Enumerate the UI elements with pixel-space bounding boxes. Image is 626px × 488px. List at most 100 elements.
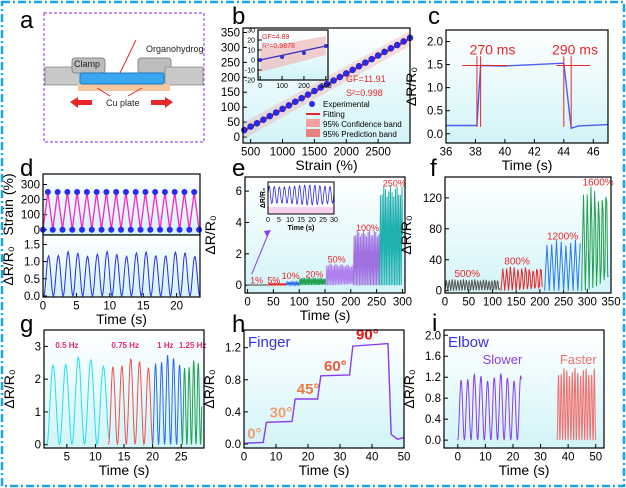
experimental-point xyxy=(330,77,337,84)
x-tick-label: 50 xyxy=(398,452,411,464)
inset-x-tick-label: 0 xyxy=(266,217,270,224)
y-tick-label: -20 xyxy=(245,77,255,84)
y-tick-label: 0.8 xyxy=(225,375,241,387)
annotation: 1200% xyxy=(547,232,578,243)
experimental-point xyxy=(381,48,388,56)
annotation: GF=4.89 xyxy=(262,34,290,41)
x-tick-label: 10 xyxy=(479,452,492,464)
x-tick-label: 46 xyxy=(587,147,600,159)
experimental-point xyxy=(266,112,274,120)
strain-marker xyxy=(181,189,188,196)
annotation: 500% xyxy=(454,269,480,280)
segment-trace-0.5 Hz xyxy=(46,356,110,447)
x-tick-label: 20 xyxy=(170,301,183,313)
x-tick-label: 44 xyxy=(557,147,570,159)
x-tick-label: 40 xyxy=(562,452,575,464)
legend-entry: 95% Confidence band xyxy=(323,120,402,129)
segment-trace-100% xyxy=(352,230,381,286)
y-tick-label: 80 xyxy=(429,224,442,236)
segment-trace-5% xyxy=(267,282,287,287)
y-tick-label: 250 xyxy=(221,57,240,69)
angle-label: 0° xyxy=(247,425,261,442)
strain-marker xyxy=(166,226,173,233)
x-tick-label: 300 xyxy=(578,297,597,309)
y-tick-label: 1.0 xyxy=(427,83,443,95)
x-tick-label: 38 xyxy=(469,147,482,159)
y-axis-label: ΔR/R₀ xyxy=(403,67,419,106)
x-tick-label: 0 xyxy=(442,297,448,309)
y-tick-label: 0 xyxy=(35,440,41,452)
experimental-point xyxy=(336,73,344,81)
strain-marker xyxy=(49,226,56,233)
annotation: 50% xyxy=(328,254,346,264)
strain-marker xyxy=(152,189,159,196)
x-tick-label: 30 xyxy=(534,452,547,464)
y-tick-label: 20 xyxy=(247,37,255,44)
experimental-point xyxy=(323,80,331,88)
strain-marker xyxy=(186,226,193,233)
inset-x-label: Time (s) xyxy=(288,225,315,232)
x-tick-label: 2000 xyxy=(333,147,359,159)
x-tick-label: 25 xyxy=(175,452,188,464)
x-tick-label: 10 xyxy=(270,452,283,464)
y-axis-label: Strain (%) xyxy=(0,173,16,235)
x-tick-label: 50 xyxy=(462,297,475,309)
annotation: S²=0.998 xyxy=(346,88,383,98)
organohydrogel-label: Organohydrogel xyxy=(146,44,211,54)
experimental-point xyxy=(400,38,407,45)
plot-frame xyxy=(244,176,406,294)
x-tick-label: 20 xyxy=(302,452,315,464)
y-tick-label: 1.2 xyxy=(225,343,241,355)
plot-frame xyxy=(257,29,329,81)
inset-point xyxy=(323,44,328,48)
x-tick-label: 40 xyxy=(366,452,379,464)
x-tick-label: 150 xyxy=(315,297,334,309)
annotation: Slower xyxy=(483,352,523,367)
organohydrogel-pointer xyxy=(119,39,137,74)
chart-d_bottom: 0.0 0.5 1.0 1.5 0 5 10 15 20 Time (s) ΔR/R₀ xyxy=(0,234,201,327)
x-tick-label: 200 xyxy=(530,297,549,309)
y-tick-label: 3 xyxy=(35,341,41,353)
experimental-point xyxy=(374,52,382,59)
y-tick-label: 2.0 xyxy=(425,330,441,342)
response-line xyxy=(446,62,609,130)
x-tick-label: 20 xyxy=(146,452,159,464)
inset-band xyxy=(260,36,326,72)
x-tick-label: 100 xyxy=(290,297,309,309)
legend-marker-prediction xyxy=(306,129,320,137)
y-axis-label: ΔR/R₀ xyxy=(398,215,414,254)
x-tick-label: 2500 xyxy=(365,147,391,159)
chart-h: 0.0 0.4 0.8 1.2 0 10 20 30 40 50 Time (s) ΔR/R₀ 0° 30… xyxy=(201,327,410,478)
strain-marker xyxy=(132,189,139,196)
x-tick-label: 0 xyxy=(455,452,461,464)
x-tick-label: 350 xyxy=(601,297,620,309)
y-tick-label: 300 xyxy=(21,180,40,192)
y-tick-label: -10 xyxy=(245,67,255,74)
x-axis-label: Time (s) xyxy=(502,157,553,173)
segment-trace-0 xyxy=(43,250,201,298)
strain-marker xyxy=(171,189,178,196)
x-axis-label: Strain (%) xyxy=(295,157,357,173)
strain-marker xyxy=(137,226,144,233)
plot-background xyxy=(244,330,404,448)
x-tick-label: 15 xyxy=(118,452,131,464)
x-tick-label: 50 xyxy=(589,452,602,464)
strain-marker xyxy=(74,189,81,196)
y-axis-label: ΔR/R₀ xyxy=(202,215,218,254)
inset-x-tick-label: 5 xyxy=(277,217,281,224)
legend-marker-experimental xyxy=(309,101,315,107)
chart-f: 0 40 80 120 0 50 100 150 200 250 300 350 ΔR/R₀ 500% 80… xyxy=(398,176,621,309)
strain-marker xyxy=(98,226,105,233)
segment-trace-Slower xyxy=(457,373,522,441)
segment-trace-10% xyxy=(285,280,300,288)
inset-point xyxy=(258,58,263,62)
arrow-head-icon xyxy=(264,230,271,237)
y-axis-label: ΔR/R₀ xyxy=(0,246,16,285)
panel-label-f: f xyxy=(430,155,437,182)
inset-x-tick-label: 25 xyxy=(319,217,327,224)
legend-marker-confidence xyxy=(306,119,320,127)
y-tick-label: 6 xyxy=(236,186,242,198)
